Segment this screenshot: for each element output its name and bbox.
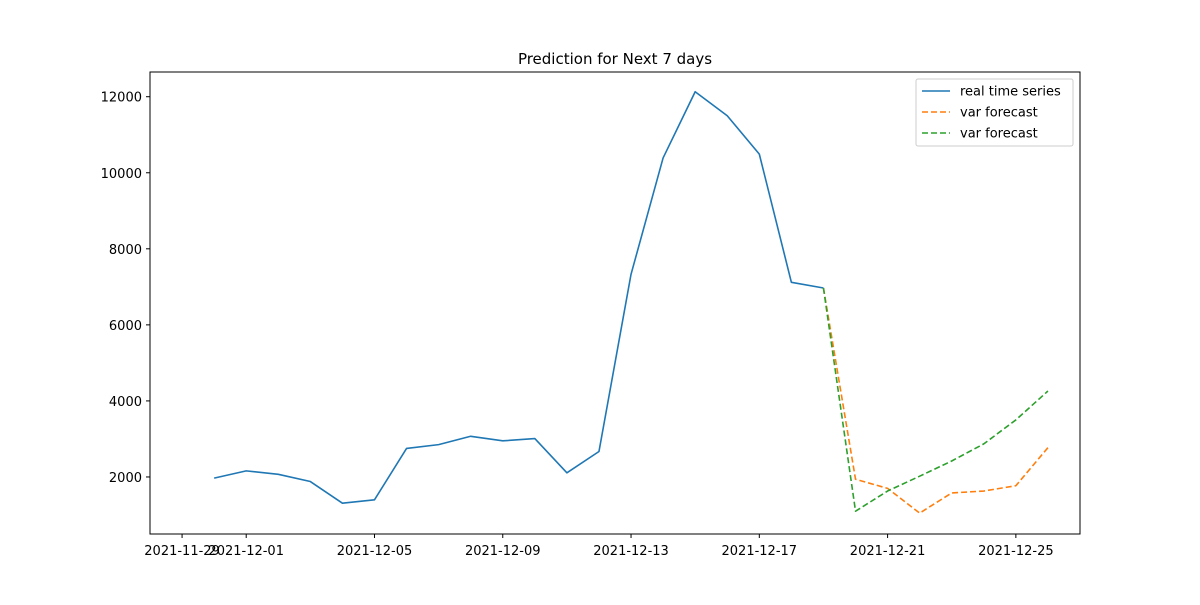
y-tick-label: 12000	[101, 91, 142, 106]
y-tick-label: 4000	[109, 395, 142, 410]
x-tick-label: 2021-12-17	[722, 544, 798, 559]
legend-label-1: var forecast	[960, 106, 1038, 121]
legend: real time series var forecast var forecast	[915, 78, 1074, 147]
plot-frame	[149, 71, 1081, 535]
series-line-0	[213, 90, 824, 505]
y-tick-label: 8000	[109, 243, 142, 258]
y-tick-label: 10000	[101, 167, 142, 182]
y-axis: 2000 4000 6000 8000 10000 12000	[101, 91, 150, 486]
plot-area	[213, 90, 1049, 514]
legend-label-2: var forecast	[960, 127, 1038, 142]
x-tick-label: 2021-12-13	[593, 544, 669, 559]
x-tick-label: 2021-12-05	[337, 544, 413, 559]
legend-label-0: real time series	[960, 85, 1061, 100]
y-tick-label: 2000	[109, 471, 142, 486]
chart-title: Prediction for Next 7 days	[518, 50, 712, 68]
x-tick-label: 2021-12-09	[465, 544, 541, 559]
x-tick-label: 2021-12-25	[978, 544, 1054, 559]
series-line-2	[822, 287, 1049, 512]
x-tick-label: 2021-11-29	[144, 544, 220, 559]
series-line-1	[822, 287, 1049, 514]
y-tick-label: 6000	[109, 319, 142, 334]
x-tick-label: 2021-12-21	[850, 544, 926, 559]
x-tick-label: 2021-12-01	[208, 544, 284, 559]
legend-box	[915, 78, 1074, 147]
